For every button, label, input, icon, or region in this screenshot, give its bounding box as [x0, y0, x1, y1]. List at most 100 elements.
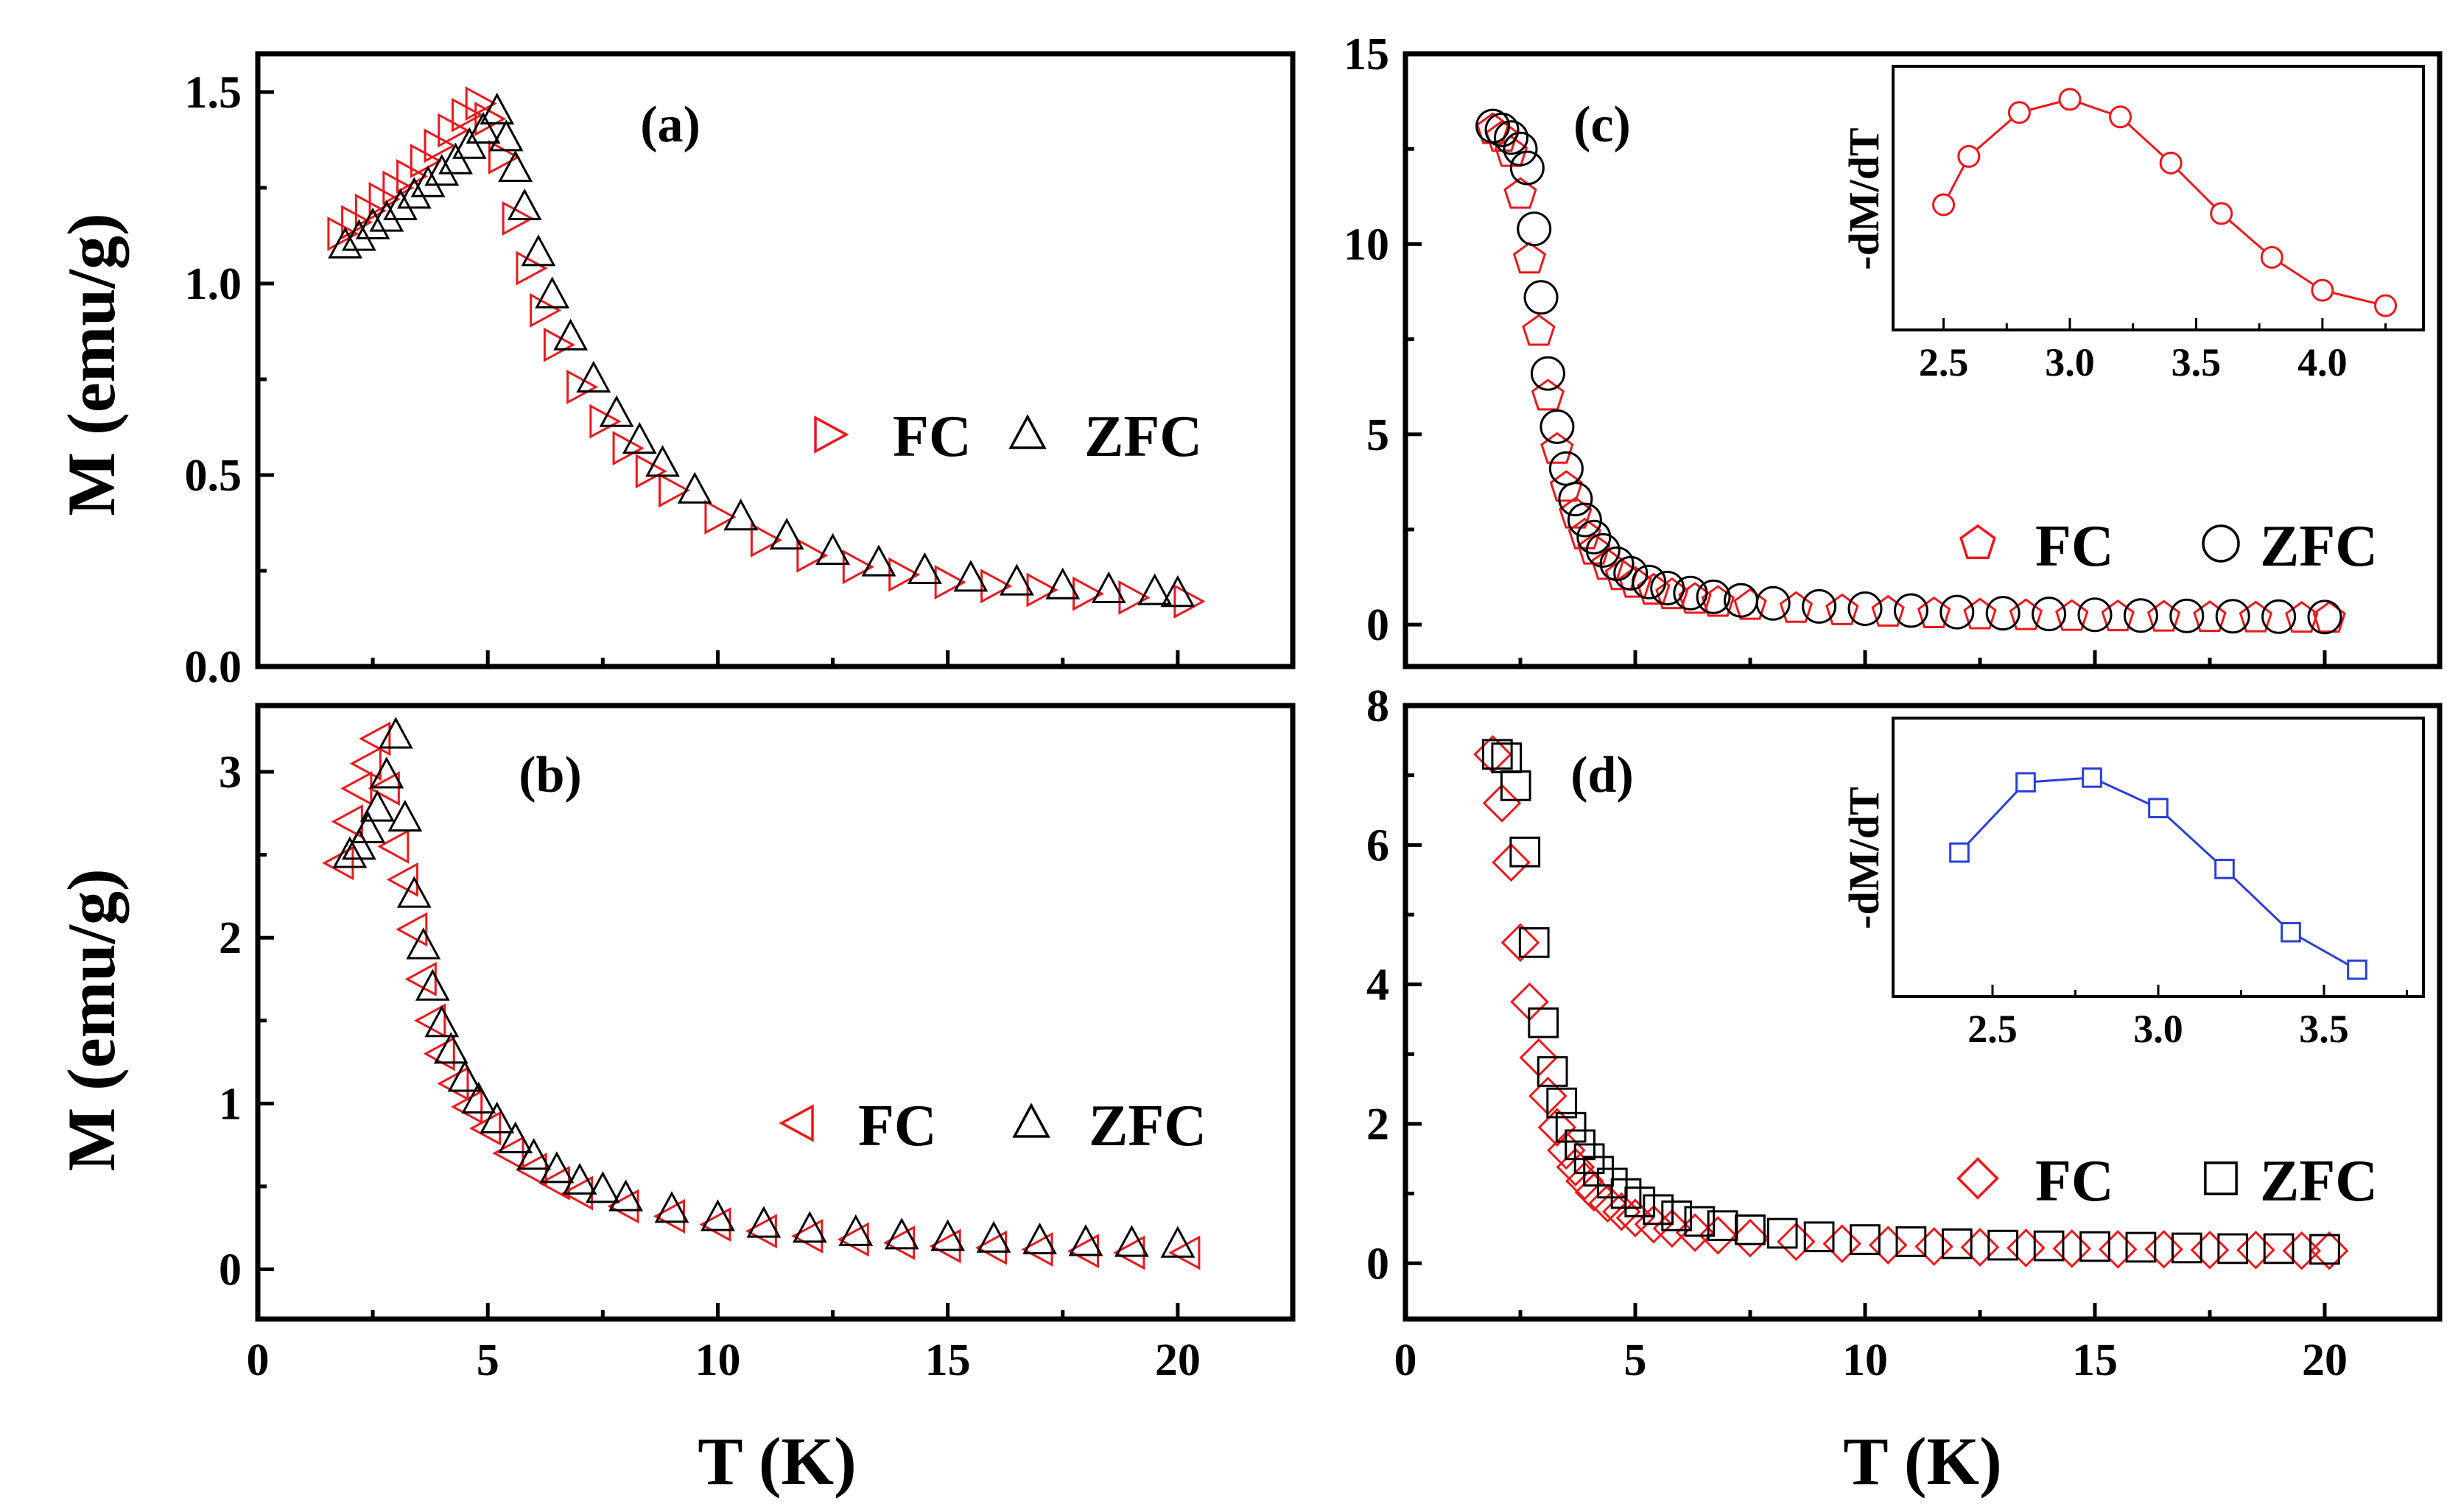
panel-a-zfc-point-6: [410, 165, 446, 197]
panel-a-zfc-point-13: [498, 150, 533, 182]
panel-d-zfc-point-3: [1509, 836, 1541, 868]
panel-d-ytick-label-1: 2: [1366, 1100, 1389, 1150]
panel-c-ytick-label-1: 5: [1366, 410, 1389, 460]
panel-c-series: [1475, 108, 2346, 635]
panel-a-zfc-point-10: [466, 111, 501, 144]
panel-a-zfc-point-2: [355, 207, 390, 239]
panel-b-legend-zfc-symbol: [1012, 1103, 1050, 1138]
panel-c: 0 5 10 15 (c) FC ZFC 2.5 3.0 3.5 4.0 -dM/dT: [1344, 29, 2443, 669]
panel-d-zfc-point-26: [2033, 1230, 2065, 1262]
panel-c-inset-point-4: [2109, 105, 2132, 129]
panel-a-zfc-point-33: [1160, 575, 1196, 608]
panel-c-zfc-point-28: [2077, 597, 2113, 633]
panel-a-legend-fc-marker: [814, 415, 849, 454]
panel-d-inset-plot: 2.5 3.0 3.5: [1949, 767, 2408, 1051]
panel-a-zfc-point-29: [999, 563, 1034, 596]
panel-c-zfc-point-17: [1650, 571, 1685, 606]
panel-d-inset-point-0: [1949, 842, 1970, 863]
panel-d-series: [1473, 734, 2349, 1270]
panel-c-zfc-point-29: [2123, 598, 2158, 633]
panel-a-ylabel: M (emu/g): [54, 213, 129, 516]
panel-b-zfc-point-10: [424, 1005, 460, 1038]
panel-c-zfc-point-16: [1632, 564, 1667, 599]
panel-d-fc-point-18: [1698, 1216, 1738, 1255]
panel-a-zfc-point-23: [723, 499, 759, 531]
panel-d-zfc-point-2: [1500, 770, 1531, 801]
panel-c-fc-point-3: [1503, 177, 1537, 209]
panel-b-fc-point-7: [386, 862, 418, 897]
panel-b: 0 5 10 15 20 0 1 2 3 (b) FC ZFC M (emu/g) T (K): [54, 703, 1296, 1499]
panel-d-xtick-label-2: 10: [1842, 1335, 1888, 1385]
panel-a-legend-zfc-symbol: [1008, 414, 1047, 449]
panel-a-zfc-point-31: [1091, 571, 1126, 603]
panel-d-fc-point-31: [2282, 1231, 2322, 1270]
panel-d-inset-ylabel: -dM/dT: [1840, 787, 1888, 929]
panel-d-zfc-point-10: [1573, 1143, 1605, 1175]
panel-c-zfc-point-23: [1847, 591, 1883, 626]
panel-c-zfc-point-7: [1530, 356, 1565, 391]
panel-b-fc-point-31: [1168, 1235, 1201, 1270]
panel-c-zfc-point-9: [1548, 451, 1584, 486]
panel-c-fc-point-22: [1871, 594, 1905, 627]
panel-d-inset-frame: [1892, 717, 2425, 998]
panel-d-xtick-label-1: 5: [1624, 1335, 1647, 1385]
panel-a-legend-zfc-label: ZFC: [1084, 404, 1202, 469]
panel-c-legend-zfc-marker: [2202, 524, 2240, 563]
panel-a-zfc-point-22: [677, 471, 712, 504]
panel-b-zfc-point-31: [1114, 1225, 1149, 1257]
panel-b-fc-point-9: [404, 962, 437, 996]
panel-c-inset-frame: [1892, 65, 2425, 331]
panel-c-inset-plot: 2.5 3.0 3.5 4.0: [1919, 88, 2398, 384]
panel-b-series: [322, 717, 1201, 1270]
panel-d-inset: 2.5 3.0 3.5 -dM/dT: [1840, 717, 2425, 1051]
panel-d-fc-point-29: [2190, 1230, 2230, 1270]
panel-a-fc-point-14: [516, 250, 548, 286]
panel-a-zfc-point-21: [645, 445, 680, 477]
panel-d-zfc-point-21: [1803, 1221, 1835, 1253]
panel-d-fc-point-16: [1652, 1209, 1692, 1248]
panel-a-zfc-point-19: [599, 395, 634, 427]
panel-d-zfc-point-28: [2125, 1231, 2157, 1263]
panel-c-inset-xtick-label-0: 2.5: [1919, 340, 1969, 384]
panel-c-fc-point-16: [1655, 577, 1689, 610]
panel-c-fc-point-18: [1701, 585, 1735, 617]
panel-d-legend-fc-marker: [1956, 1157, 1999, 1200]
panel-c-inset-xtick-label-1: 3.0: [2045, 340, 2095, 384]
panel-d-inset-point-5: [2281, 921, 2301, 943]
panel-c-zfc-point-26: [1985, 596, 2021, 631]
panel-c-zfc-point-18: [1673, 575, 1708, 611]
panel-b-zfc-point-22: [701, 1199, 735, 1231]
panel-b-zfc-point-19: [585, 1171, 620, 1203]
panel-c-inset-point-7: [2260, 245, 2283, 269]
panel-a-zfc-point-25: [815, 532, 850, 565]
panel-b-zfc-point-15: [498, 1121, 533, 1153]
panel-a-fc-point-16: [543, 327, 576, 362]
panel-d-fc-point-10: [1565, 1161, 1604, 1200]
panel-b-legend: FC ZFC: [779, 1094, 1207, 1158]
panel-c-inset-point-3: [2058, 88, 2082, 111]
panel-d-inset-point-6: [2347, 959, 2367, 980]
panel-c-zfc-point-5: [1517, 211, 1552, 247]
panel-b-zfc-point-25: [838, 1214, 874, 1246]
panel-d-legend-zfc-marker: [2204, 1161, 2238, 1195]
panel-b-zfc-point-6: [387, 799, 423, 832]
panel-a-fc-point-24: [796, 538, 829, 573]
panel-c-frame: [1402, 51, 2443, 669]
panel-d-zfc-point-25: [1987, 1229, 2019, 1261]
panel-d-zfc-point-0: [1481, 739, 1513, 770]
panel-a-fc-point-31: [1118, 580, 1151, 615]
panel-b-zfc-point-1: [341, 828, 376, 860]
panel-d-fc-point-30: [2236, 1230, 2275, 1270]
panel-c-zfc-point-11: [1567, 502, 1602, 538]
panel-a-frame: [255, 51, 1296, 669]
panel-c-ytick-label-3: 15: [1344, 29, 1389, 80]
panel-a-fc-point-13: [502, 201, 534, 236]
panel-c-fc-point-21: [1825, 593, 1859, 625]
panel-a-fc-point-25: [842, 549, 874, 585]
panel-a-zfc-point-18: [576, 360, 611, 393]
panel-c-zfc-point-10: [1558, 482, 1593, 517]
panel-a-zfc-point-8: [438, 142, 473, 175]
panel-d-inset-point-1: [2015, 772, 2036, 793]
panel-a-zfc-point-32: [1137, 573, 1173, 605]
panel-a-fc-point-22: [704, 499, 737, 535]
